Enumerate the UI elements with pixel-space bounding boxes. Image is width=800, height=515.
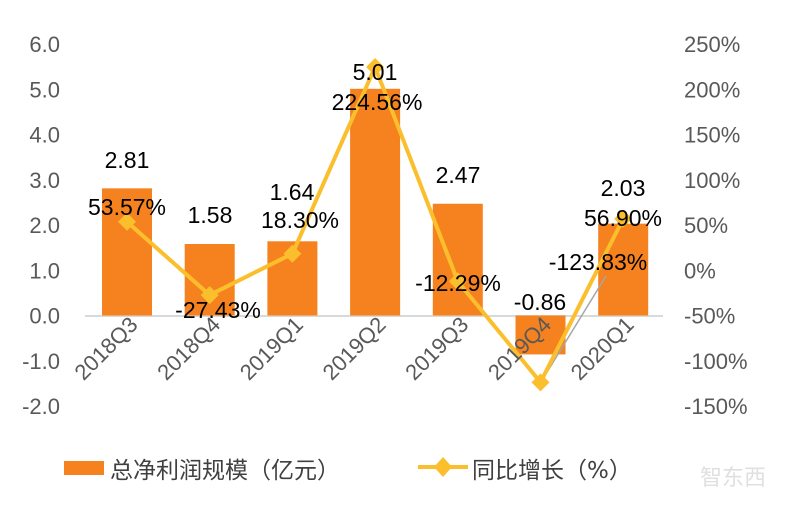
right-axis-tick: 0% <box>684 258 716 283</box>
bar-value-label: 1.64 <box>270 179 315 205</box>
right-axis-tick: 200% <box>684 77 740 102</box>
growth-value-label: 18.30% <box>261 207 339 233</box>
legend-diamond-icon <box>434 457 452 477</box>
bar-2020Q1 <box>598 223 649 316</box>
growth-value-label: -27.43% <box>175 297 261 323</box>
x-axis-label: 2019Q3 <box>400 312 473 385</box>
left-axis-tick: 2.0 <box>29 213 60 238</box>
legend-line-label: 同比增长（%） <box>472 458 632 484</box>
x-axis-label: 2019Q2 <box>318 312 391 385</box>
growth-value-label: 56.90% <box>584 205 662 231</box>
bar-value-label: 2.03 <box>601 175 646 201</box>
left-axis-tick: 0.0 <box>29 304 60 329</box>
growth-point-2019Q2 <box>366 58 385 77</box>
x-axis-label: 2018Q3 <box>69 312 142 385</box>
right-axis-tick: -150% <box>684 394 748 419</box>
growth-point-2019Q1 <box>283 244 302 263</box>
bar-value-label: 5.01 <box>353 59 398 85</box>
bar-2019Q2 <box>350 88 401 316</box>
right-axis-tick: 100% <box>684 168 740 193</box>
left-axis-tick: -1.0 <box>22 349 60 374</box>
right-axis-tick: -50% <box>684 304 735 329</box>
legend-bar-label: 总净利润规模（亿元） <box>110 458 340 484</box>
growth-point-2018Q4 <box>200 286 219 305</box>
growth-value-label: 53.57% <box>88 194 166 220</box>
growth-point-2018Q3 <box>118 212 136 231</box>
left-axis-tick: 1.0 <box>29 258 60 283</box>
growth-point-2019Q4 <box>531 373 550 392</box>
growth-value-label: -123.83% <box>549 249 647 275</box>
right-axis-tick: 150% <box>684 123 740 148</box>
right-axis-tick: -100% <box>684 349 748 374</box>
bar-2018Q3 <box>102 188 152 316</box>
legend: 总净利润规模（亿元） 同比增长（%） <box>64 457 632 484</box>
bar-value-label: -0.86 <box>514 289 566 315</box>
growth-point-2019Q3 <box>448 272 467 291</box>
right-axis-tick: 50% <box>684 213 728 238</box>
watermark: 智东西 <box>700 466 766 491</box>
right-axis-tick: 250% <box>684 32 740 57</box>
left-axis-tick: 4.0 <box>29 123 60 148</box>
bar-value-label: 2.47 <box>436 162 481 188</box>
bar-value-label: 2.81 <box>105 147 150 173</box>
left-axis-tick: 6.0 <box>29 32 60 57</box>
left-axis-tick: 3.0 <box>29 168 60 193</box>
growth-point-2020Q1 <box>614 209 633 228</box>
growth-value-label: -12.29% <box>415 270 501 296</box>
left-axis-tick: -2.0 <box>22 394 60 419</box>
left-axis-tick: 5.0 <box>29 77 60 102</box>
growth-value-label: 224.56% <box>332 89 423 115</box>
legend-bar-swatch <box>64 461 104 475</box>
bar-value-label: 1.58 <box>188 202 233 228</box>
bar-2019Q3 <box>432 203 483 316</box>
